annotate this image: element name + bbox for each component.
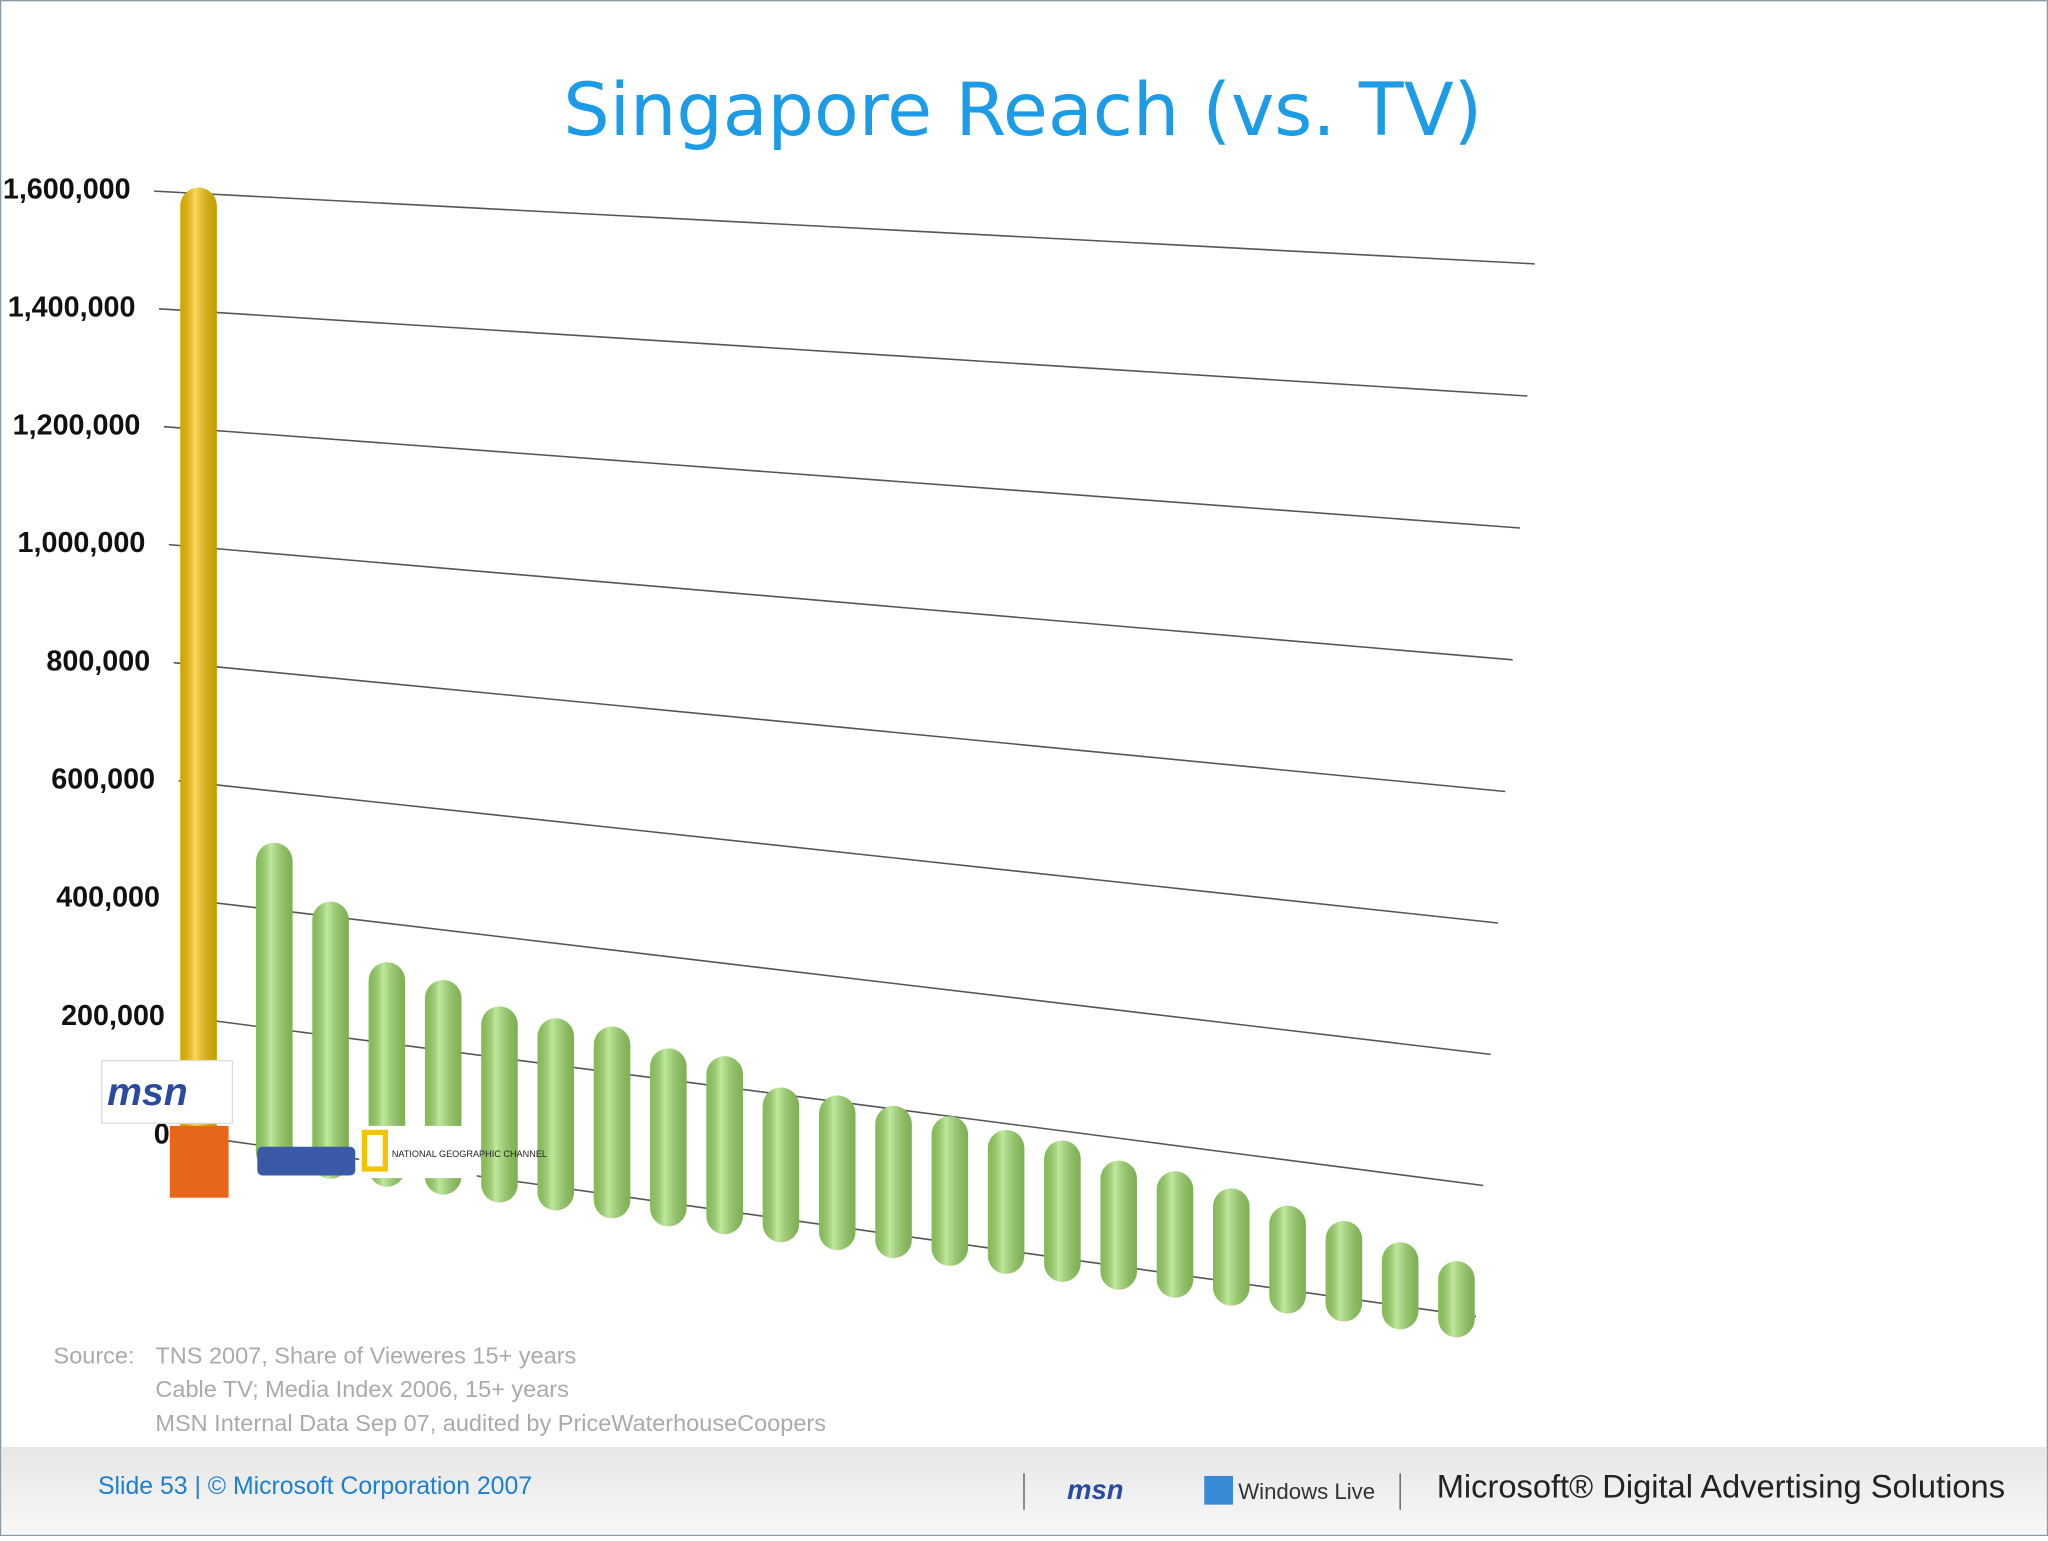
msn-logo: msn <box>107 1071 188 1114</box>
discovery-logo <box>257 1146 356 1176</box>
bar-shade <box>650 1048 687 1227</box>
bar-shade <box>1100 1160 1137 1290</box>
bar-shade <box>180 187 217 1161</box>
msn-logo: msn <box>1067 1474 1123 1505</box>
bar-shade <box>706 1056 743 1235</box>
y-tick-label: 800,000 <box>46 645 150 677</box>
natgeo-frame <box>361 1129 388 1172</box>
windows-flag <box>1204 1475 1233 1505</box>
slide-number: Slide 53 | © Microsoft Corporation 2007 <box>98 1473 532 1500</box>
bar-shade <box>1381 1242 1419 1330</box>
grid-line <box>158 308 1528 397</box>
bar-shade <box>537 1018 575 1211</box>
grid-line <box>173 661 1506 793</box>
windows-live-logo: Windows Live <box>1238 1479 1375 1504</box>
source-line: MSN Internal Data Sep 07, audited by Pri… <box>155 1410 826 1436</box>
grid-line <box>168 543 1513 661</box>
bar-shade <box>593 1026 631 1219</box>
chart: 0 200,000 400,000 600,000 800,000 1,000,000 1,… <box>3 174 1535 1338</box>
bar-shade <box>1044 1140 1081 1282</box>
grid-line <box>163 425 1521 529</box>
y-tick-label: 200,000 <box>61 1000 165 1032</box>
channel8-logo <box>169 1125 229 1198</box>
logo-box <box>101 1059 234 1124</box>
bar-shade <box>875 1105 912 1259</box>
y-tick-label: 1,200,000 <box>13 409 141 441</box>
chart-title: Singapore Reach (vs. TV) <box>563 68 1482 153</box>
bar-shade <box>1269 1205 1306 1314</box>
source-line: Cable TV; Media Index 2006, 15+ years <box>155 1376 568 1402</box>
bar-shade <box>312 901 349 1179</box>
source-line: TNS 2007, Share of Vieweres 15+ years <box>155 1342 576 1368</box>
bar-shade <box>256 842 293 1171</box>
y-tick-label: 1,600,000 <box>3 174 131 206</box>
y-tick-label: 0 <box>154 1119 170 1151</box>
y-tick-label: 1,000,000 <box>18 527 146 559</box>
bar-shade <box>481 1006 518 1203</box>
bar-shade <box>1325 1220 1363 1322</box>
source-label: Source: <box>54 1342 135 1368</box>
bar-shade <box>987 1129 1025 1274</box>
brand: Microsoft® Digital Advertising Solutions <box>1437 1468 2005 1505</box>
y-tick-label: 1,400,000 <box>8 291 136 323</box>
grid-line <box>154 190 1535 265</box>
bar-shade <box>1156 1171 1194 1298</box>
y-tick-label: 600,000 <box>51 763 155 795</box>
bar-shade <box>762 1087 800 1243</box>
bar-shade <box>1212 1188 1250 1306</box>
grid-line <box>183 898 1491 1056</box>
bar-shade <box>1438 1261 1475 1338</box>
grid-line <box>178 780 1499 924</box>
y-tick-label: 400,000 <box>56 882 160 914</box>
natgeo-logo: NATIONAL GEOGRAPHIC CHANNEL <box>392 1149 547 1159</box>
bar-shade <box>931 1116 969 1266</box>
bar-shade <box>818 1095 856 1251</box>
